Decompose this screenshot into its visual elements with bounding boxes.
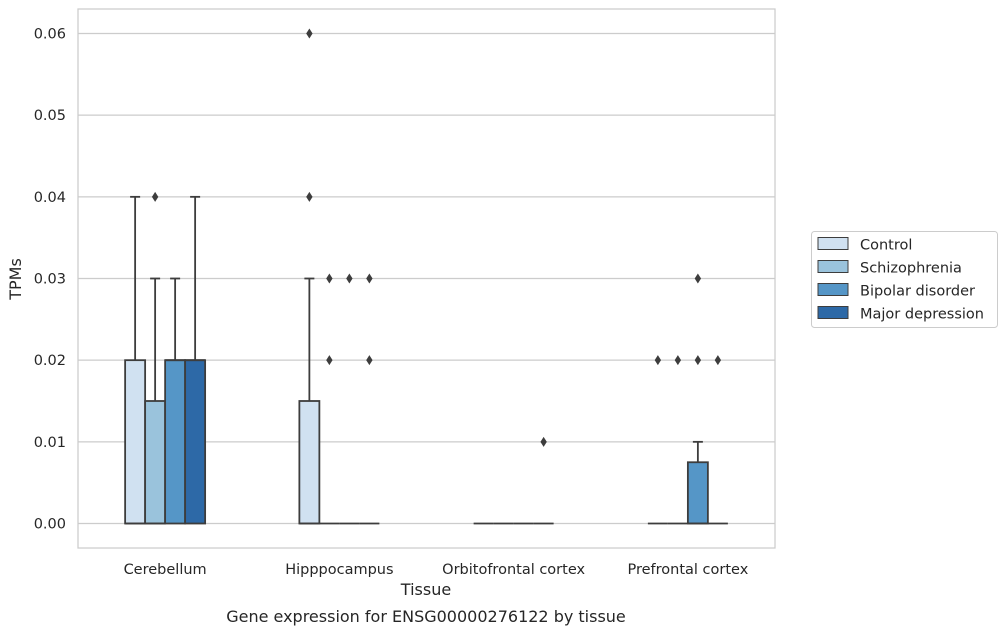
box: [164, 359, 187, 525]
y-tick-label: 0.00: [34, 517, 66, 533]
outlier-point: [306, 28, 313, 39]
box-group: [707, 355, 728, 525]
y-tick-label: 0.01: [34, 435, 66, 451]
box: [298, 400, 321, 525]
legend-swatch: [817, 237, 849, 250]
box-group: [359, 273, 380, 525]
legend-frame: [811, 231, 998, 328]
legend-swatch: [817, 306, 849, 319]
box-group: [647, 355, 668, 525]
legend-swatch: [817, 260, 849, 273]
box-series: [124, 28, 728, 525]
outlier-point: [540, 436, 547, 447]
legend: Control Schizophrenia Bipolar disorder Majo…: [811, 231, 998, 328]
x-axis-title: Tissue: [400, 580, 451, 599]
x-tick-label: Cerebellum: [124, 562, 207, 578]
y-tick-label: 0.03: [34, 272, 66, 288]
x-tick-label: Hipppocampus: [285, 562, 393, 578]
box: [144, 400, 167, 525]
outlier-point: [346, 273, 353, 284]
outlier-point: [694, 355, 702, 366]
box-group: [667, 355, 688, 525]
y-tick-labels: 0.00 0.01 0.02 0.03 0.04 0.05 0.06: [34, 27, 66, 533]
box-group: [164, 277, 187, 525]
box: [124, 359, 147, 525]
outlier-point: [366, 355, 373, 366]
box: [184, 359, 207, 525]
y-tick-label: 0.02: [34, 353, 66, 369]
box-group: [339, 273, 360, 525]
legend-label: Major depression: [860, 307, 984, 323]
outlier-point: [306, 191, 313, 202]
y-tick-label: 0.06: [34, 27, 66, 43]
y-tick-label: 0.05: [34, 108, 66, 124]
x-tick-label: Orbitofrontal cortex: [442, 562, 585, 578]
x-tick-labels: Cerebellum Hipppocampus Orbitofrontal cort…: [124, 562, 749, 578]
y-axis-title: TPMs: [6, 258, 25, 301]
legend-label: Bipolar disorder: [860, 284, 975, 300]
box-group: [533, 436, 554, 525]
box-group: [184, 195, 207, 525]
y-tick-label: 0.04: [34, 190, 66, 206]
legend-label: Control: [860, 238, 912, 254]
chart-caption: Gene expression for ENSG00000276122 by t…: [226, 607, 626, 626]
box-group: [298, 28, 321, 525]
outlier-point: [694, 273, 702, 284]
outlier-point: [151, 191, 159, 202]
box-group: [144, 191, 167, 525]
legend-label: Schizophrenia: [860, 261, 962, 277]
box: [686, 461, 709, 525]
outlier-point: [674, 355, 682, 366]
legend-swatch: [817, 283, 849, 296]
box-group: [319, 273, 340, 525]
x-tick-label: Prefrontal cortex: [627, 562, 748, 578]
box-group: [124, 195, 147, 525]
outlier-point: [714, 355, 722, 366]
box-group: [686, 273, 709, 525]
plot-frame: [77, 8, 776, 549]
outlier-point: [654, 355, 662, 366]
outlier-point: [326, 355, 333, 366]
outlier-point: [326, 273, 333, 284]
outlier-point: [366, 273, 373, 284]
